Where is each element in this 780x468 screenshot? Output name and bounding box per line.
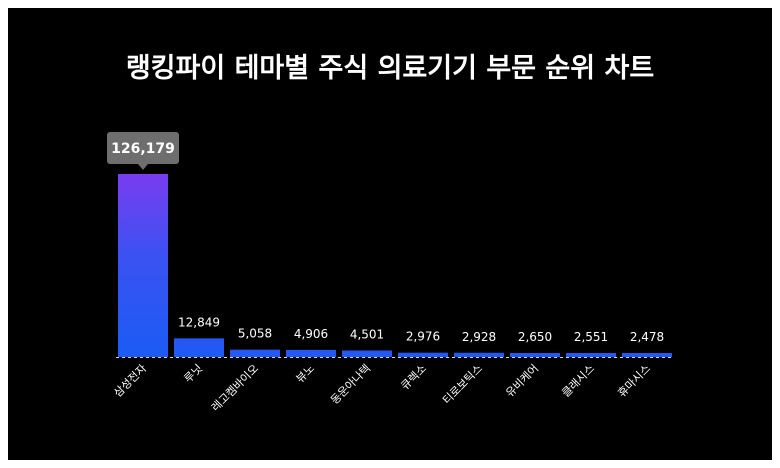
category-label: 삼성전자 [111, 362, 149, 400]
bar-루닛[interactable] [174, 338, 224, 357]
value-label: 12,849 [178, 315, 220, 329]
category-label: 휴마시스 [615, 362, 653, 400]
category-label: 뷰노 [294, 362, 318, 386]
value-label: 2,551 [574, 330, 608, 344]
category-label: 동운아나텍 [328, 362, 373, 407]
value-label: 4,501 [350, 327, 384, 341]
bar-뷰노[interactable] [286, 349, 336, 357]
bar-동운아나텍[interactable] [342, 350, 392, 357]
value-label: 5,058 [238, 327, 272, 341]
category-label: 티로보틱스 [440, 362, 485, 407]
chart-title: 랭킹파이 테마별 주식 의료기기 부문 순위 차트 [125, 53, 655, 84]
value-label: 4,906 [294, 327, 328, 341]
bar-큐렉소[interactable] [398, 352, 448, 357]
value-label: 126,179 [111, 141, 175, 157]
category-label: 레고켐바이오 [209, 362, 261, 414]
category-label: 큐렉소 [398, 362, 429, 393]
bar-레고켐바이오[interactable] [230, 349, 280, 357]
bar-휴마시스[interactable] [622, 353, 672, 357]
value-label: 2,478 [630, 330, 664, 344]
bar-티로보틱스[interactable] [454, 352, 504, 357]
value-label: 2,928 [462, 330, 496, 344]
category-label: 클래시스 [559, 362, 597, 400]
value-tooltip: 126,179 [107, 132, 179, 170]
category-label: 루닛 [182, 362, 206, 386]
value-label: 2,650 [518, 330, 552, 344]
bar-클래시스[interactable] [566, 353, 616, 357]
bar-삼성전자[interactable] [118, 174, 168, 357]
bar-유비케어[interactable] [510, 353, 560, 357]
value-label: 2,976 [406, 330, 440, 344]
category-label: 유비케어 [503, 362, 541, 400]
